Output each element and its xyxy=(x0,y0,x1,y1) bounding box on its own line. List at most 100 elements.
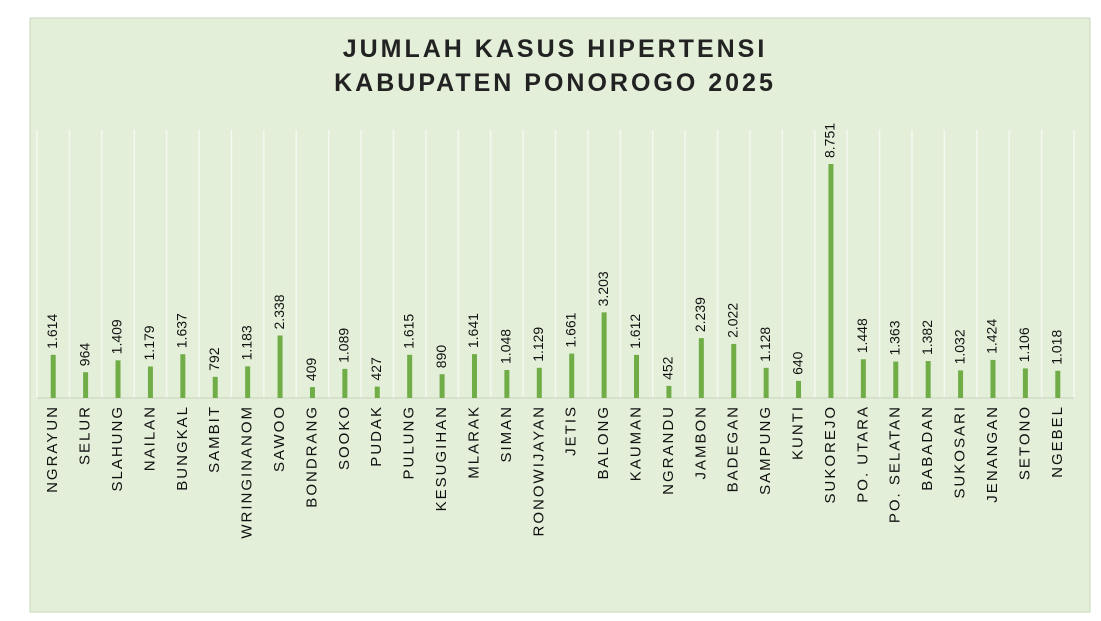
value-label: 2.239 xyxy=(692,297,708,332)
x-tick-label: WRINGINANOM xyxy=(239,405,256,539)
x-tick-label: SIMAN xyxy=(498,405,515,463)
bar xyxy=(309,387,315,398)
value-label: 964 xyxy=(76,343,92,367)
value-label: 1.048 xyxy=(498,329,514,364)
bar xyxy=(536,367,542,398)
x-tick-label: NGRAYUN xyxy=(44,405,61,493)
value-label: 1.089 xyxy=(336,328,352,363)
x-tick-label: PO. UTARA xyxy=(854,405,871,503)
value-label: 1.409 xyxy=(109,319,125,354)
bar xyxy=(634,354,640,398)
x-tick-label: PO. SELATAN xyxy=(887,405,904,523)
x-tick-label: BABADAN xyxy=(919,405,936,491)
value-label: 1.424 xyxy=(984,319,1000,354)
bar xyxy=(569,353,575,398)
bar xyxy=(796,380,802,398)
value-label: 1.183 xyxy=(238,325,254,360)
bar xyxy=(374,386,380,398)
value-label: 1.615 xyxy=(400,314,416,349)
bar xyxy=(504,369,510,398)
value-label: 452 xyxy=(660,356,676,380)
bar xyxy=(828,164,834,398)
bar xyxy=(893,361,899,398)
value-label: 1.032 xyxy=(951,329,967,364)
value-label: 1.363 xyxy=(886,320,902,355)
value-label: 1.128 xyxy=(757,327,773,362)
bar xyxy=(212,376,218,398)
value-label: 3.203 xyxy=(595,271,611,306)
bar xyxy=(180,354,186,398)
x-tick-label: RONOWIJAYAN xyxy=(530,405,547,536)
x-tick-label: BADEGAN xyxy=(725,405,742,492)
bar xyxy=(860,359,866,398)
x-tick-label: SOOKO xyxy=(336,405,353,470)
bar xyxy=(147,366,153,398)
bar xyxy=(990,359,996,398)
x-tick-label: NAILAN xyxy=(141,405,158,471)
chart-panel xyxy=(29,17,1091,613)
x-tick-label: BALONG xyxy=(595,405,612,480)
x-tick-label: PUDAK xyxy=(368,405,385,467)
bar xyxy=(763,367,769,398)
x-tick-label: BUNGKAL xyxy=(174,405,191,491)
x-tick-label: KESUGIHAN xyxy=(433,405,450,511)
value-label: 890 xyxy=(433,345,449,369)
value-label: 1.612 xyxy=(627,314,643,349)
x-tick-label: MLARAK xyxy=(465,405,482,479)
x-tick-label: SUKOREJO xyxy=(822,405,839,504)
x-tick-label: SETONO xyxy=(1016,405,1033,480)
value-label: 640 xyxy=(789,351,805,375)
value-label: 1.614 xyxy=(44,314,60,349)
x-tick-label: SAMBIT xyxy=(206,405,223,473)
bar xyxy=(245,366,251,398)
bar xyxy=(277,335,283,398)
value-label: 792 xyxy=(206,347,222,371)
value-label: 427 xyxy=(368,357,384,381)
bar xyxy=(925,361,931,398)
value-label: 409 xyxy=(303,357,319,381)
value-label: 2.338 xyxy=(271,294,287,329)
value-label: 2.022 xyxy=(724,303,740,338)
bar xyxy=(439,374,445,398)
x-tick-label: KAUMAN xyxy=(627,405,644,481)
bar xyxy=(958,370,964,398)
bar xyxy=(471,354,477,398)
x-tick-label: NGRANDU xyxy=(660,405,677,495)
value-label: 1.641 xyxy=(465,313,481,348)
value-label: 1.018 xyxy=(1049,330,1065,365)
bar xyxy=(1022,368,1028,398)
x-tick-label: SLAHUNG xyxy=(109,405,126,492)
bar xyxy=(601,312,607,398)
value-label: 1.448 xyxy=(854,318,870,353)
bar xyxy=(115,360,121,398)
chart-title: JUMLAH KASUS HIPERTENSI xyxy=(343,35,768,63)
x-tick-label: SAMPUNG xyxy=(757,405,774,495)
x-tick-label: SAWOO xyxy=(271,405,288,472)
value-label: 8.751 xyxy=(822,123,838,158)
bar xyxy=(666,385,672,398)
bar xyxy=(1055,370,1061,398)
x-tick-label: PULUNG xyxy=(401,405,418,480)
bar xyxy=(342,368,348,398)
x-tick-label: JETIS xyxy=(563,405,580,456)
x-tick-label: NGEBEL xyxy=(1049,405,1066,478)
x-tick-label: KUNTI xyxy=(790,405,807,460)
value-label: 1.129 xyxy=(530,327,546,362)
bar xyxy=(407,354,413,398)
bar xyxy=(731,343,737,398)
value-label: 1.106 xyxy=(1016,327,1032,362)
chart-title: KABUPATEN PONOROGO 2025 xyxy=(334,69,776,97)
x-tick-label: BONDRANG xyxy=(303,405,320,508)
value-label: 1.637 xyxy=(174,313,190,348)
value-label: 1.661 xyxy=(562,312,578,347)
bar xyxy=(83,372,89,398)
x-tick-label: SUKOSARI xyxy=(952,405,969,499)
x-tick-label: JAMBON xyxy=(692,405,709,480)
value-label: 1.382 xyxy=(919,320,935,355)
x-tick-label: JENANGAN xyxy=(984,405,1001,503)
bar xyxy=(50,354,56,398)
x-tick-label: SELUR xyxy=(77,405,94,465)
bar xyxy=(698,338,704,398)
value-label: 1.179 xyxy=(141,325,157,360)
